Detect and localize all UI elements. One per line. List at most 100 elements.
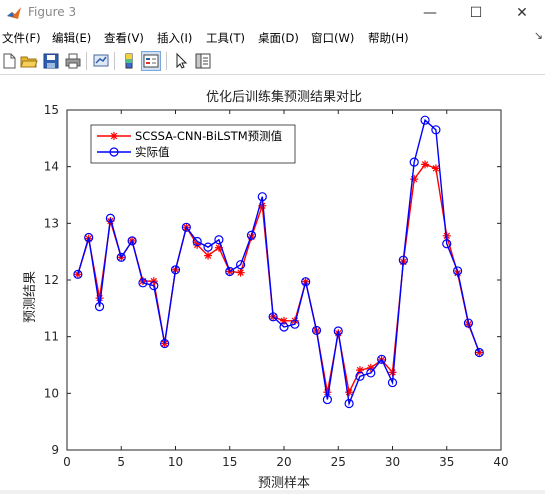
data-point-actual (181, 222, 191, 232)
menu-bar: 文件(F) 编辑(E) 查看(V) 插入(I) 工具(T) 桌面(D) 窗口(W… (0, 26, 545, 48)
figure-toolbar (0, 48, 545, 75)
y-tick-label: 9 (51, 443, 59, 457)
data-point-predicted (355, 366, 364, 375)
data-point-predicted (421, 160, 430, 169)
legend-entry-predicted-label: SCSSA-CNN-BiLSTM预测值 (135, 129, 283, 143)
window-title: Figure 3 (28, 5, 77, 19)
data-point-actual (138, 278, 148, 288)
data-point-actual (453, 266, 463, 276)
x-tick-label: 40 (493, 455, 508, 469)
new-figure-icon[interactable] (0, 52, 18, 70)
legend-entry-actual-label: 实际值 (135, 145, 170, 159)
data-point-actual (463, 318, 474, 328)
legend-box (90, 124, 296, 164)
data-point-actual (474, 347, 484, 358)
figure-canvas: 优化后训练集预测结果对比 0 5 10 15 20 25 30 35 40 9 10 11 12 13 14… (0, 75, 545, 491)
data-point-actual (290, 319, 300, 329)
data-point-actual (420, 115, 430, 125)
y-tick-label: 13 (44, 216, 59, 230)
data-point-actual (355, 371, 365, 381)
menu-insert[interactable]: 插入(I) (157, 31, 193, 45)
x-tick-label: 20 (276, 455, 291, 469)
data-point-predicted (73, 270, 82, 279)
toolbar-separator (166, 52, 167, 70)
menu-desktop[interactable]: 桌面(D) (258, 31, 299, 45)
data-point-actual (377, 354, 387, 364)
property-inspector-icon[interactable] (194, 52, 212, 70)
data-point-predicted-stroke (421, 161, 429, 168)
x-tick-label: 30 (385, 455, 400, 469)
open-file-icon[interactable] (20, 52, 38, 70)
insert-legend-icon[interactable] (141, 51, 161, 71)
data-point-actual (409, 157, 419, 167)
x-tick-label: 5 (117, 455, 125, 469)
chart-title: 优化后训练集预测结果对比 (206, 89, 362, 105)
maximize-button[interactable]: ☐ (453, 0, 499, 26)
data-point-actual (149, 281, 159, 291)
data-point-actual (214, 235, 224, 245)
menu-edit[interactable]: 编辑(E) (52, 31, 92, 45)
data-point-actual (236, 260, 246, 270)
toolbar-separator (86, 52, 87, 70)
data-point-actual (116, 252, 126, 262)
prediction-comparison-chart: 优化后训练集预测结果对比 0 5 10 15 20 25 30 35 40 9 10 11 12 13 14… (23, 89, 509, 491)
data-point-actual (344, 398, 354, 409)
menu-view[interactable]: 查看(V) (104, 31, 144, 45)
data-point-predicted (410, 175, 419, 184)
data-point-predicted-stroke (356, 366, 364, 374)
print-icon[interactable] (64, 52, 82, 70)
data-point-actual (73, 269, 83, 279)
data-point-actual (301, 277, 311, 287)
menu-window[interactable]: 窗口(W) (311, 31, 355, 45)
link-plot-icon[interactable] (92, 52, 110, 70)
data-point-predicted (431, 164, 440, 173)
matlab-app-icon (7, 7, 21, 19)
pointer-icon[interactable] (172, 52, 190, 70)
series-line-predicted (77, 163, 480, 395)
data-point-actual (160, 338, 170, 349)
data-point-actual (268, 312, 278, 322)
x-tick-label: 35 (439, 455, 454, 469)
legend-entry-actual-marker (109, 147, 119, 157)
data-point-actual (257, 192, 267, 202)
data-point-actual (322, 394, 332, 405)
data-point-predicted-stroke (280, 317, 288, 325)
y-axis-label: 预测结果 (23, 271, 38, 323)
data-point-actual (127, 236, 137, 246)
axes-box (66, 109, 502, 451)
x-tick-label: 10 (168, 455, 183, 469)
menu-help[interactable]: 帮助(H) (368, 31, 409, 45)
data-point-actual (431, 125, 441, 135)
dock-icon[interactable]: ↘ (533, 29, 543, 42)
save-icon[interactable] (42, 52, 60, 70)
data-point-predicted (204, 251, 213, 260)
data-point-predicted-stroke (259, 202, 266, 209)
series-line-actual (77, 118, 480, 407)
insert-colorbar-icon[interactable] (120, 52, 138, 70)
maximize-icon: ☐ (469, 5, 483, 21)
data-point-predicted-stroke (74, 271, 82, 278)
legend-entry-predicted-marker (110, 132, 118, 140)
minimize-button[interactable]: — (407, 0, 453, 26)
x-tick-label: 15 (222, 455, 237, 469)
data-point-actual (84, 232, 94, 243)
menu-file[interactable]: 文件(F) (2, 31, 41, 45)
x-tick-label: 25 (331, 455, 346, 469)
data-point-actual (366, 368, 376, 378)
legend-entry-predicted-marker-stroke (110, 132, 118, 140)
data-point-actual (225, 266, 235, 277)
data-point-actual (333, 326, 343, 336)
series-layer (73, 115, 484, 409)
data-point-actual (442, 239, 452, 249)
data-point-predicted-stroke (443, 232, 450, 240)
x-tick-label: 0 (63, 455, 71, 469)
data-point-actual (246, 230, 257, 240)
menu-tools[interactable]: 工具(T) (206, 31, 245, 45)
data-point-predicted-stroke (389, 369, 396, 376)
close-icon: ✕ (516, 5, 528, 21)
axis-ticks: 0 5 10 15 20 25 30 35 40 9 10 11 12 13 14 15 (44, 103, 509, 469)
data-point-actual (387, 377, 398, 388)
close-button[interactable]: ✕ (499, 0, 545, 26)
